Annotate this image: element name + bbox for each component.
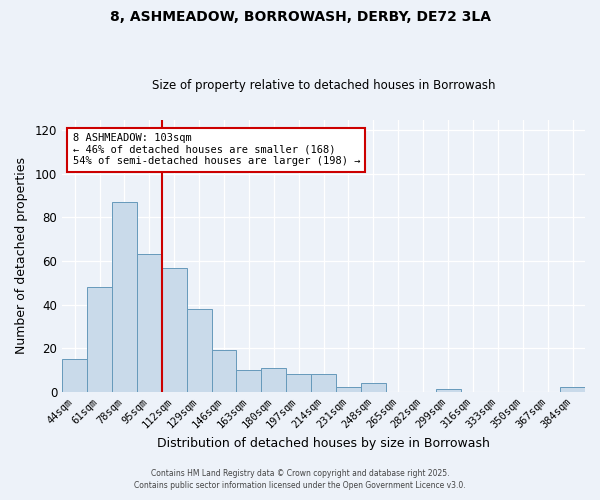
Bar bbox=[262, 368, 286, 392]
Y-axis label: Number of detached properties: Number of detached properties bbox=[15, 157, 28, 354]
Bar bbox=[436, 390, 461, 392]
Bar bbox=[212, 350, 236, 392]
Title: Size of property relative to detached houses in Borrowash: Size of property relative to detached ho… bbox=[152, 79, 496, 92]
Bar bbox=[336, 388, 361, 392]
Bar bbox=[311, 374, 336, 392]
Bar bbox=[560, 388, 585, 392]
X-axis label: Distribution of detached houses by size in Borrowash: Distribution of detached houses by size … bbox=[157, 437, 490, 450]
Bar bbox=[162, 268, 187, 392]
Bar bbox=[137, 254, 162, 392]
Bar bbox=[62, 359, 87, 392]
Bar bbox=[87, 287, 112, 392]
Bar bbox=[112, 202, 137, 392]
Text: Contains HM Land Registry data © Crown copyright and database right 2025.
Contai: Contains HM Land Registry data © Crown c… bbox=[134, 468, 466, 490]
Bar bbox=[286, 374, 311, 392]
Text: 8, ASHMEADOW, BORROWASH, DERBY, DE72 3LA: 8, ASHMEADOW, BORROWASH, DERBY, DE72 3LA bbox=[110, 10, 491, 24]
Text: 8 ASHMEADOW: 103sqm
← 46% of detached houses are smaller (168)
54% of semi-detac: 8 ASHMEADOW: 103sqm ← 46% of detached ho… bbox=[73, 133, 360, 166]
Bar bbox=[361, 383, 386, 392]
Bar bbox=[187, 309, 212, 392]
Bar bbox=[236, 370, 262, 392]
